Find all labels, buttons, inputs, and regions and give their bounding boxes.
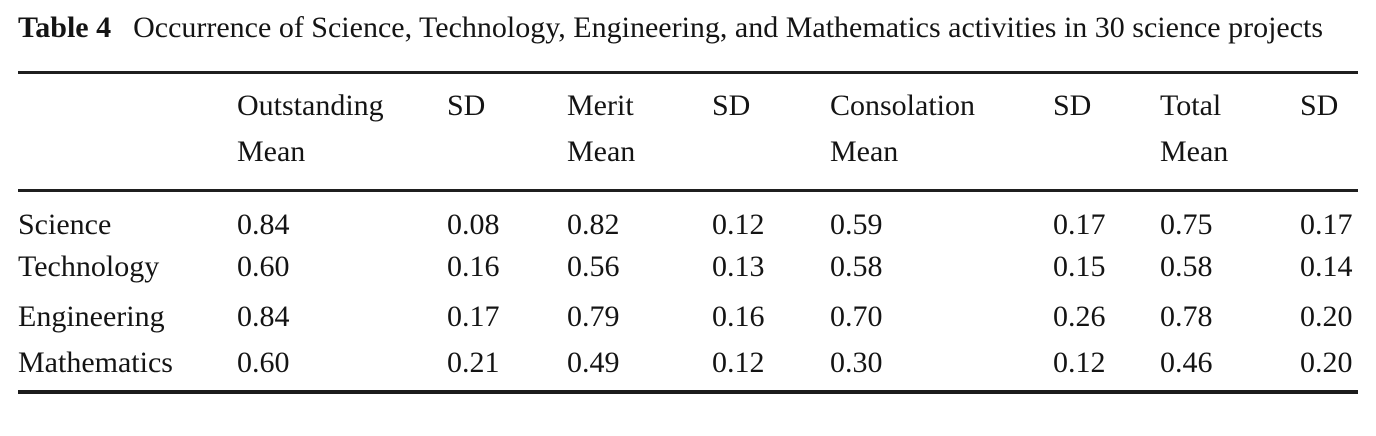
table-cell: 0.79 xyxy=(567,300,620,333)
table-row-engineering: Engineering 0.84 0.17 0.79 0.16 0.70 0.2… xyxy=(18,292,1358,342)
table-cell: 0.17 xyxy=(1053,208,1106,241)
table-cell: 0.16 xyxy=(447,250,500,283)
column-header-consolation-mean: Consolation Mean xyxy=(830,72,1053,192)
table-cell: 0.60 xyxy=(237,250,290,283)
table-cell: 0.17 xyxy=(447,300,500,333)
table-cell: 0.12 xyxy=(712,208,765,241)
table-cell: 0.58 xyxy=(830,250,883,283)
table-cell: 0.84 xyxy=(237,208,290,241)
stem-occurrence-table: Outstanding Mean SD Merit Mean SD Consolat… xyxy=(18,71,1358,394)
table-header-row: Outstanding Mean SD Merit Mean SD Consolat… xyxy=(18,72,1358,192)
row-label: Science xyxy=(18,208,112,241)
table-cell: 0.12 xyxy=(712,346,765,379)
table-cell: 0.30 xyxy=(830,346,883,379)
table-cell: 0.49 xyxy=(567,346,620,379)
table-cell: 0.17 xyxy=(1300,208,1353,241)
table-cell: 0.56 xyxy=(567,250,620,283)
table-cell: 0.21 xyxy=(447,346,500,379)
table-title: Occurrence of Science, Technology, Engin… xyxy=(133,11,1324,44)
column-header-sd-3: SD xyxy=(1053,72,1160,192)
table-cell: 0.84 xyxy=(237,300,290,333)
column-header-sd-4: SD xyxy=(1300,72,1358,192)
table-cell: 0.14 xyxy=(1300,250,1353,283)
table-cell: 0.26 xyxy=(1053,300,1106,333)
column-header-total-mean: Total Mean xyxy=(1160,72,1300,192)
table-cell: 0.13 xyxy=(712,250,765,283)
table-number: Table 4 xyxy=(18,11,112,44)
table-cell: 0.20 xyxy=(1300,346,1353,379)
table-cell: 0.59 xyxy=(830,208,883,241)
table-row-mathematics: Mathematics 0.60 0.21 0.49 0.12 0.30 0.1… xyxy=(18,342,1358,392)
table-cell: 0.16 xyxy=(712,300,765,333)
table-cell: 0.58 xyxy=(1160,250,1213,283)
table-cell: 0.60 xyxy=(237,346,290,379)
column-header-sd-1: SD xyxy=(447,72,567,192)
table-caption: Table 4 Occurrence of Science, Technology… xyxy=(0,0,1376,48)
table-cell: 0.75 xyxy=(1160,208,1213,241)
table-cell: 0.15 xyxy=(1053,250,1106,283)
row-label: Mathematics xyxy=(18,346,173,379)
table-cell: 0.82 xyxy=(567,208,620,241)
table-cell: 0.46 xyxy=(1160,346,1213,379)
table-cell: 0.20 xyxy=(1300,300,1353,333)
column-header-outstanding-mean: Outstanding Mean xyxy=(237,72,447,192)
row-label: Engineering xyxy=(18,300,165,333)
table-row-technology: Technology 0.60 0.16 0.56 0.13 0.58 0.15… xyxy=(18,242,1358,292)
row-label: Technology xyxy=(18,250,160,283)
table-cell: 0.08 xyxy=(447,208,500,241)
column-header-sd-2: SD xyxy=(712,72,830,192)
table-cell: 0.70 xyxy=(830,300,883,333)
column-header-empty xyxy=(18,72,237,192)
table-row-science: Science 0.84 0.08 0.82 0.12 0.59 0.17 0.… xyxy=(18,191,1358,243)
table-cell: 0.78 xyxy=(1160,300,1213,333)
table-cell: 0.12 xyxy=(1053,346,1106,379)
column-header-merit-mean: Merit Mean xyxy=(567,72,712,192)
